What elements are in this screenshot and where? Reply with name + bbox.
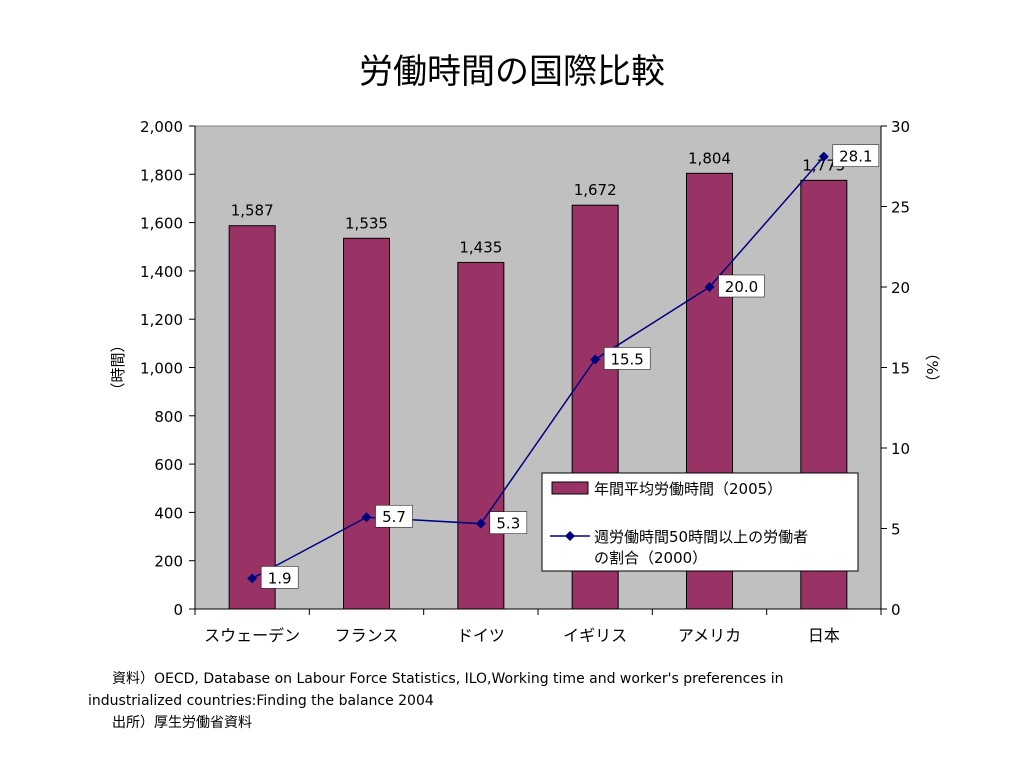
x-axis-category-label: イギリス	[563, 626, 627, 645]
line-value-label-box	[375, 504, 413, 528]
bar-value-label: 1,672	[574, 181, 617, 199]
line-point	[590, 354, 601, 365]
line-point	[704, 282, 715, 292]
chart-title: 労働時間の国際比較	[359, 52, 665, 92]
line-value-label-box	[718, 274, 765, 298]
left-axis-tick-label: 400	[154, 504, 183, 522]
bar	[457, 261, 505, 610]
line-value-label-box	[603, 347, 651, 370]
right-axis-tick-label: 15	[891, 360, 910, 378]
left-axis-tick-label: 0	[173, 601, 183, 619]
right-axis-tick-label: 20	[891, 279, 910, 297]
source-note: 資料）OECD, Database on Labour Force Statis…	[112, 671, 784, 687]
bar	[343, 237, 390, 610]
source-notes: 資料）OECD, Database on Labour Force Statis…	[88, 668, 988, 734]
bar	[228, 225, 276, 610]
x-axis-category-label: アメリカ	[678, 626, 741, 645]
line-point	[818, 151, 829, 162]
right-axis-tick-label: 30	[891, 118, 910, 136]
line-point	[475, 518, 486, 529]
line-value-label: 15.5	[610, 350, 643, 368]
right-axis-label: （%）	[923, 345, 941, 389]
line-value-label-box	[832, 144, 880, 167]
legend-bar-label: 年間平均労働時間（2005）	[594, 480, 782, 498]
left-axis-tick-label: 600	[154, 456, 183, 474]
publisher-note: 出所）厚生労働省資料	[112, 715, 252, 731]
line-value-label: 1.9	[268, 569, 292, 587]
legend-line-marker	[565, 531, 575, 541]
right-axis-tick-label: 0	[891, 601, 901, 619]
left-axis-tick-label: 1,600	[140, 215, 183, 233]
series-line	[251, 156, 825, 580]
line-value-label: 20.0	[725, 278, 758, 296]
line-value-label-box	[489, 511, 528, 534]
x-axis-category-label: スウェーデン	[204, 626, 300, 645]
line-value-label: 5.3	[496, 515, 520, 533]
bar-value-label: 1,435	[459, 238, 502, 256]
right-axis-tick-label: 10	[891, 440, 910, 458]
left-axis-tick-label: 2,000	[140, 118, 183, 136]
chart: 02004006008001,0001,2001,4001,6001,8002,…	[109, 118, 941, 645]
line-value-label-box	[260, 566, 299, 589]
line-value-label: 28.1	[839, 148, 872, 166]
legend-line-label-continued: の割合（2000）	[594, 549, 707, 567]
bar-value-label: 1,535	[345, 214, 388, 232]
legend-bar-swatch	[551, 481, 589, 495]
left-axis-label: （時間）	[109, 337, 127, 397]
x-axis-category-label: ドイツ	[457, 626, 505, 645]
left-axis-tick-label: 1,200	[140, 311, 183, 329]
left-axis-tick-label: 1,000	[140, 360, 183, 378]
left-axis-tick-label: 1,400	[140, 263, 183, 281]
left-axis-tick-label: 200	[154, 553, 183, 571]
right-axis-tick-label: 5	[891, 521, 901, 539]
line-point	[247, 573, 258, 584]
line-value-label: 5.7	[382, 508, 406, 526]
left-axis-tick-label: 1,800	[140, 166, 183, 184]
bar-value-label: 1,587	[231, 202, 274, 220]
x-axis-category-label: 日本	[808, 626, 840, 645]
source-note-continued: industrialized countries:Finding the bal…	[88, 693, 434, 709]
right-axis-tick-label: 25	[891, 199, 910, 217]
line-point	[361, 512, 372, 523]
bar-value-label: 1,804	[688, 149, 731, 167]
legend-line-label: 週労働時間50時間以上の労働者	[594, 528, 808, 546]
legend	[541, 472, 859, 572]
x-axis-category-label: フランス	[335, 626, 399, 645]
left-axis-tick-label: 800	[154, 408, 183, 426]
